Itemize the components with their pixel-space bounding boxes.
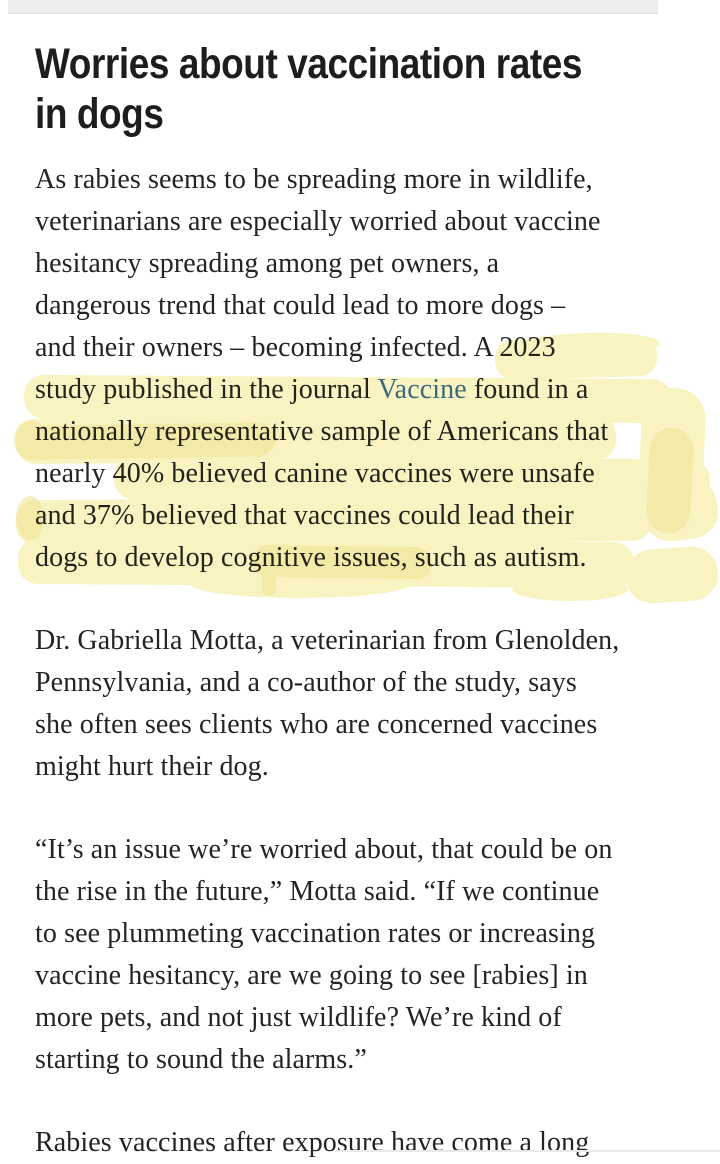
paragraph-line: Pennsylvania, and a co-author of the stu… xyxy=(35,667,577,698)
paragraph-line: dogs to develop cognitive issues, such a… xyxy=(35,542,587,573)
paragraph-line: hesitancy spreading among pet owners, a xyxy=(35,248,500,279)
paragraph-line: study published in the journal Vaccine f… xyxy=(35,369,700,411)
paragraph-rabies-vaccines-partial: Rabies vaccines after exposure have come… xyxy=(35,1122,700,1164)
text-segment: found in a xyxy=(466,374,589,405)
heading-line: in dogs xyxy=(35,89,164,138)
paragraph-motta-quote: “It’s an issue we’re worried about, that… xyxy=(35,829,700,1081)
paragraph-line: veterinarians are especially worried abo… xyxy=(35,206,601,237)
paragraph-line: nearly 40% believed canine vaccines were… xyxy=(35,458,595,489)
text-segment: study published in the journal xyxy=(35,374,378,405)
paragraph-line: and 37% believed that vaccines could lea… xyxy=(35,500,574,531)
paragraph-line: more pets, and not just wildlife? We’re … xyxy=(35,1002,562,1033)
paragraph-line: might hurt their dog. xyxy=(35,751,269,782)
next-section-divider xyxy=(335,1150,720,1152)
paragraph-intro-study: As rabies seems to be spreading more in … xyxy=(35,159,700,579)
paragraph-line: she often sees clients who are concerned… xyxy=(35,709,598,740)
paragraph-line: “It’s an issue we’re worried about, that… xyxy=(35,834,613,865)
browser-toolbar-edge xyxy=(8,0,658,14)
paragraph-line: vaccine hesitancy, are we going to see [… xyxy=(35,960,588,991)
paragraph-line: the rise in the future,” Motta said. “If… xyxy=(35,876,600,907)
paragraph-dr-motta: Dr. Gabriella Motta, a veterinarian from… xyxy=(35,620,700,788)
paragraph-line: and their owners – becoming infected. A … xyxy=(35,332,556,363)
paragraph-line: nationally representative sample of Amer… xyxy=(35,416,609,447)
paragraph-line: Rabies vaccines after exposure have come… xyxy=(35,1127,590,1158)
heading-line: Worries about vaccination rates xyxy=(35,39,583,88)
journal-vaccine-link[interactable]: Vaccine xyxy=(377,374,467,405)
article-heading: Worries about vaccination rates in dogs xyxy=(35,39,700,139)
paragraph-line: starting to sound the alarms.” xyxy=(35,1044,367,1075)
paragraph-line: Dr. Gabriella Motta, a veterinarian from… xyxy=(35,625,620,656)
paragraph-line: to see plummeting vaccination rates or i… xyxy=(35,918,596,949)
paragraph-line: dangerous trend that could lead to more … xyxy=(35,290,566,321)
paragraph-line: As rabies seems to be spreading more in … xyxy=(35,164,593,195)
